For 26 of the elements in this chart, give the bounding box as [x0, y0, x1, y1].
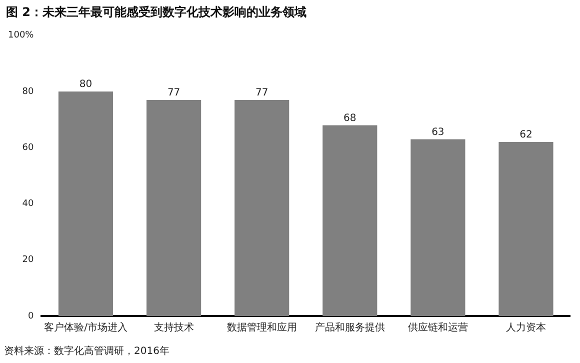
chart-title: 图 2：未来三年最可能感受到数字化技术影响的业务领域	[6, 4, 307, 21]
x-tick-label: 支持技术	[154, 322, 194, 334]
bar	[58, 92, 114, 316]
bar	[410, 139, 466, 316]
text: 资料来源：数字化高管调研，2016年	[4, 344, 170, 358]
x-tick-label: 数据管理和应用	[226, 322, 297, 334]
data-label: 68	[344, 112, 356, 124]
bar	[234, 100, 290, 316]
data-label: 62	[520, 130, 532, 141]
bar	[322, 125, 378, 316]
x-tick-label: 产品和服务提供	[314, 322, 385, 334]
y-tick-label: 80	[22, 86, 34, 97]
y-tick-label: 100%	[8, 30, 34, 41]
y-tick-label: 40	[22, 199, 34, 210]
y-tick-label: 0	[28, 311, 34, 322]
bar	[498, 142, 554, 316]
data-label: 80	[79, 79, 92, 90]
data-label: 77	[255, 88, 268, 99]
x-tick-label: 供应链和运营	[408, 322, 468, 334]
y-tick-label: 60	[22, 142, 34, 153]
bar	[146, 100, 202, 316]
x-tick-label: 客户体验/市场进入	[44, 322, 128, 334]
data-label: 77	[167, 88, 180, 99]
data-label: 63	[432, 126, 444, 138]
y-tick-label: 20	[22, 255, 34, 266]
x-tick-label: 人力资本	[506, 322, 546, 334]
